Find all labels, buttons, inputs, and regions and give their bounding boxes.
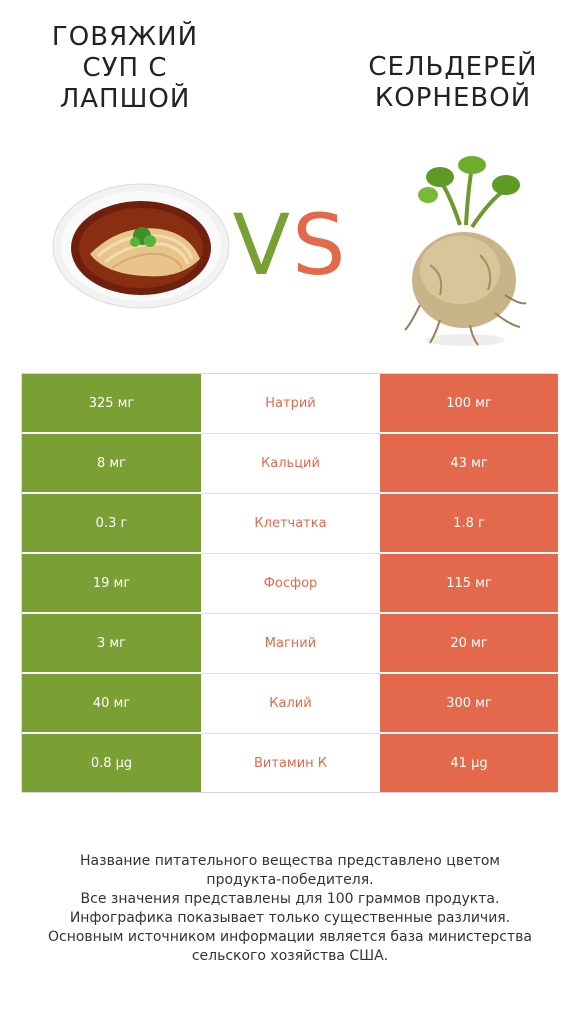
nutrient-name: Натрий xyxy=(201,374,380,432)
right-food-title: СЕЛЬДЕРЕЙ КОРНЕВОЙ xyxy=(368,52,538,113)
row-divider-mid xyxy=(201,433,380,434)
right-value: 43 мг xyxy=(380,434,558,492)
row-divider-mid xyxy=(201,733,380,734)
row-divider xyxy=(22,732,556,734)
nutrient-name: Витамин К xyxy=(201,734,380,792)
vs-label: VS xyxy=(225,200,355,290)
row-divider-mid xyxy=(201,493,380,494)
right-value: 1.8 г xyxy=(380,494,558,552)
footnote-line: Название питательного вещества представл… xyxy=(80,853,500,869)
comparison-row: 0.8 µg Витамин К 41 µg xyxy=(22,734,558,794)
left-value: 325 мг xyxy=(22,374,201,432)
beef-noodle-soup-image xyxy=(52,183,230,309)
comparison-row: 19 мг Фосфор 115 мг xyxy=(22,554,558,614)
right-value: 41 µg xyxy=(380,734,558,792)
comparison-row: 8 мг Кальций 43 мг xyxy=(22,434,558,494)
row-divider xyxy=(22,432,556,434)
footnote-line: сельского хозяйства США. xyxy=(191,948,389,964)
footnote: Название питательного вещества представл… xyxy=(20,852,560,966)
footnote-line: Основным источником информации является … xyxy=(48,929,532,945)
left-value: 3 мг xyxy=(22,614,201,672)
comparison-row: 3 мг Магний 20 мг xyxy=(22,614,558,674)
left-value: 0.3 г xyxy=(22,494,201,552)
comparison-row: 325 мг Натрий 100 мг xyxy=(22,374,558,434)
left-food-title: ГОВЯЖИЙ СУП С ЛАПШОЙ xyxy=(51,22,199,114)
right-value: 115 мг xyxy=(380,554,558,612)
comparison-row: 0.3 г Клетчатка 1.8 г xyxy=(22,494,558,554)
nutrient-name: Калий xyxy=(201,674,380,732)
left-value: 40 мг xyxy=(22,674,201,732)
footnote-line: продукта-победителя. xyxy=(206,872,374,888)
celery-root-image xyxy=(404,156,527,346)
footnote-line: Инфографика показывает только существенн… xyxy=(69,910,511,926)
nutrient-name: Клетчатка xyxy=(201,494,380,552)
comparison-row: 40 мг Калий 300 мг xyxy=(22,674,558,734)
nutrient-name: Магний xyxy=(201,614,380,672)
left-value: 8 мг xyxy=(22,434,201,492)
nutrient-name: Фосфор xyxy=(201,554,380,612)
right-value: 100 мг xyxy=(380,374,558,432)
left-value: 19 мг xyxy=(22,554,201,612)
footnote-line: Все значения представлены для 100 граммо… xyxy=(80,891,500,907)
row-divider xyxy=(22,612,556,614)
row-divider-mid xyxy=(201,553,380,554)
row-divider xyxy=(22,672,556,674)
row-divider-mid xyxy=(201,613,380,614)
row-divider-mid xyxy=(201,673,380,674)
vs-v: V xyxy=(232,196,293,294)
right-value: 300 мг xyxy=(380,674,558,732)
nutrient-name: Кальций xyxy=(201,434,380,492)
row-divider xyxy=(22,552,556,554)
left-value: 0.8 µg xyxy=(22,734,201,792)
right-value: 20 мг xyxy=(380,614,558,672)
row-divider xyxy=(22,492,556,494)
vs-s: S xyxy=(292,196,348,294)
